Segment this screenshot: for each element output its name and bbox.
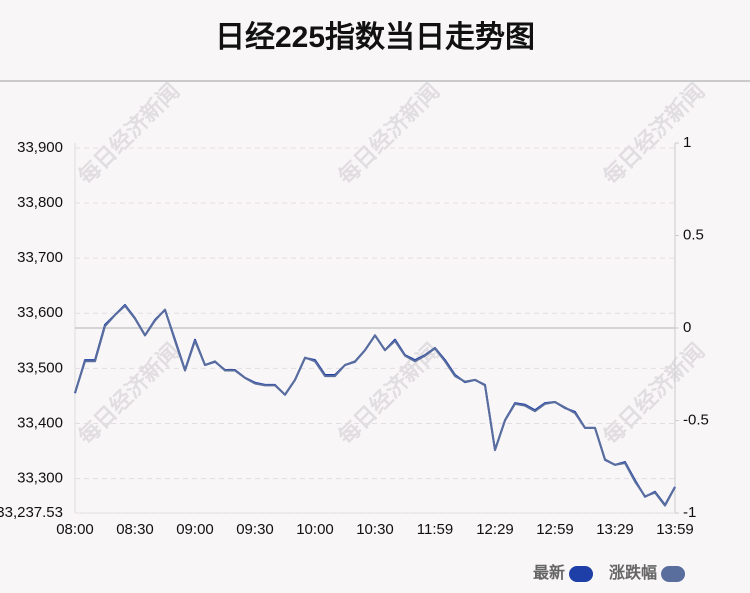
y-tick-label: 33,600 [17,304,63,321]
y-tick-label: 33,800 [17,194,63,211]
watermark: 每日经济新闻 [333,78,444,189]
x-tick-label: 09:00 [176,521,214,538]
x-tick-label: 12:29 [476,521,514,538]
chart-title: 日经225指数当日走势图 [215,20,535,54]
watermark: 每日经济新闻 [598,338,709,449]
x-tick-label: 13:29 [596,521,634,538]
legend-label: 涨跌幅 [609,563,657,582]
y2-tick-label: 1 [683,134,691,151]
series-line [74,304,676,507]
x-tick-label: 10:00 [296,521,334,538]
y-tick-label: 33,700 [17,249,63,266]
y-tick-label: 33,500 [17,359,63,376]
y2-tick-label: 0 [683,319,691,336]
legend-swatch [661,566,686,582]
x-tick-label: 08:00 [56,521,94,538]
watermark: 每日经济新闻 [598,78,709,189]
y-tick-label: 33,900 [17,139,63,156]
y-tick-label: 33,400 [17,414,63,431]
watermark: 每日经济新闻 [73,338,184,449]
legend-label: 最新 [533,563,565,582]
x-tick-label: 10:30 [356,521,394,538]
y-tick-label: 33,237.53 [0,504,63,521]
watermark: 每日经济新闻 [73,78,184,189]
watermarks: 每日经济新闻 每日经济新闻 每日经济新闻 每日经济新闻 每日经济新闻 每日经济新… [73,78,709,449]
x-tick-label: 12:59 [536,521,574,538]
legend-swatch [569,566,594,582]
y2-tick-label: 0.5 [683,226,704,243]
x-tick-label: 09:30 [236,521,274,538]
y-tick-label: 33,300 [17,470,63,487]
x-tick-label: 11:59 [417,521,453,538]
y2-tick-label: -1 [683,504,696,521]
x-tick-label: 08:30 [116,521,154,538]
x-tick-label: 13:59 [656,521,694,538]
y2-tick-label: -0.5 [683,411,709,428]
